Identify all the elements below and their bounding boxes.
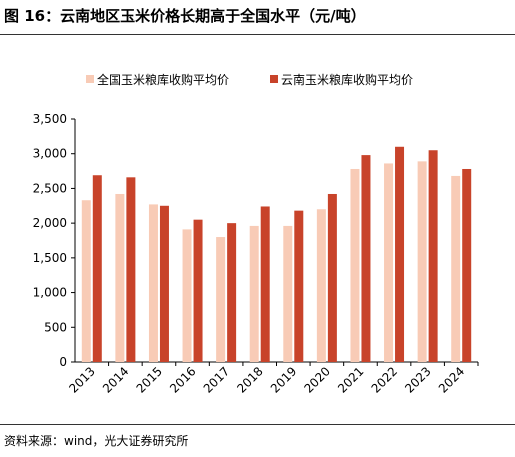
y-tick-label: 500 (44, 320, 67, 334)
x-tick-label: 2014 (100, 364, 131, 395)
x-tick-label: 2016 (167, 364, 198, 395)
bar-yunnan-2014 (126, 177, 136, 362)
y-tick-label: 2,500 (33, 181, 67, 195)
legend-swatch-1 (86, 75, 94, 83)
bar-yunnan-2013 (92, 175, 102, 362)
bar-national-2014 (115, 193, 125, 362)
bar-yunnan-2024 (462, 168, 472, 362)
bar-yunnan-2015 (159, 205, 169, 362)
bar-national-2024 (451, 175, 461, 362)
x-tick-label: 2023 (402, 364, 433, 395)
y-tick-label: 3,000 (33, 147, 67, 161)
bar-national-2021 (350, 168, 360, 362)
bar-national-2022 (384, 163, 394, 362)
legend-swatch-2 (270, 75, 278, 83)
bar-national-2018 (249, 225, 259, 362)
bar-yunnan-2021 (361, 155, 371, 362)
bar-chart: 全国玉米粮库收购平均价 云南玉米粮库收购平均价 0 500 1,000 1,500 2,0… (33, 72, 479, 396)
figure-title: 图 16：云南地区玉米价格长期高于全国水平（元/吨） (4, 7, 366, 25)
bar-yunnan-2017 (227, 223, 237, 362)
bar-yunnan-2020 (327, 193, 337, 362)
x-tick-label: 2021 (335, 364, 366, 395)
bar-yunnan-2019 (294, 210, 304, 362)
legend-label-1: 全国玉米粮库收购平均价 (97, 72, 229, 87)
y-tick-label: 3,500 (33, 112, 67, 126)
x-tick-label: 2019 (268, 364, 299, 395)
x-axis: 2013 2014 2015 2016 2017 2018 2019 2020 2021 2022… (66, 361, 479, 396)
bar-yunnan-2016 (193, 219, 203, 362)
x-tick-label: 2022 (369, 364, 400, 395)
x-tick-label: 2020 (301, 364, 332, 395)
bar-national-2013 (81, 200, 91, 362)
y-tick-label: 1,000 (33, 286, 67, 300)
y-tick-label: 2,000 (33, 216, 67, 230)
y-tick-label: 1,500 (33, 251, 67, 265)
source-divider (0, 424, 515, 425)
y-axis: 0 500 1,000 1,500 2,000 2,500 3,000 3,500 (33, 112, 76, 369)
bar-yunnan-2022 (395, 146, 405, 362)
x-tick-label: 2018 (234, 364, 265, 395)
source-note: 资料来源：wind，光大证券研究所 (4, 434, 189, 448)
title-divider (0, 34, 515, 35)
bar-national-2023 (417, 161, 427, 362)
bar-national-2017 (216, 237, 226, 362)
bar-national-2019 (283, 225, 293, 362)
x-tick-label: 2017 (201, 364, 232, 395)
x-tick-label: 2015 (134, 364, 165, 395)
bar-national-2015 (148, 204, 158, 362)
x-tick-label: 2024 (436, 364, 467, 395)
chart-legend: 全国玉米粮库收购平均价 云南玉米粮库收购平均价 (86, 72, 413, 87)
bar-national-2020 (316, 209, 326, 362)
bar-yunnan-2023 (428, 150, 438, 362)
x-tick-label: 2013 (66, 364, 97, 395)
bar-yunnan-2018 (260, 206, 270, 362)
bar-series (81, 146, 472, 362)
legend-label-2: 云南玉米粮库收购平均价 (281, 72, 413, 87)
y-tick-label: 0 (59, 355, 67, 369)
bar-national-2016 (182, 229, 192, 362)
